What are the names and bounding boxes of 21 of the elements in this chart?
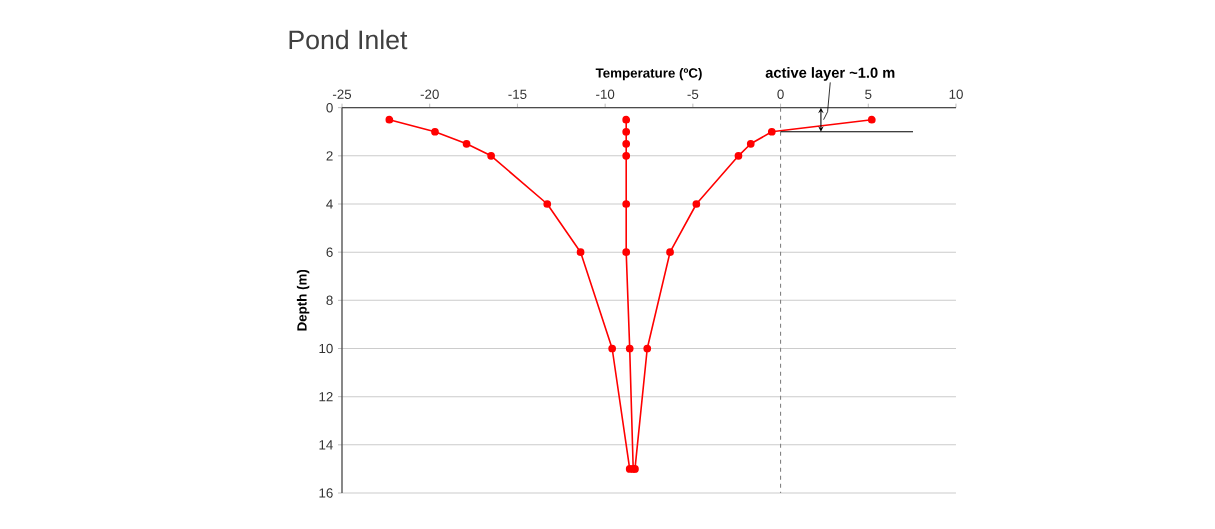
x-axis-title: Temperature (ºC) xyxy=(595,67,702,81)
y-tick-label: 16 xyxy=(319,488,333,498)
y-tick-label: 4 xyxy=(326,199,333,209)
text: active layer ~1.0 m xyxy=(765,67,895,81)
chart-title: Pond Inlet xyxy=(289,29,408,50)
x-tick-label: 10 xyxy=(949,89,963,99)
y-tick-label: 12 xyxy=(319,392,333,402)
y-tick-label: 0 xyxy=(326,102,333,113)
x-tick-label: -25 xyxy=(332,89,352,99)
x-tick-label: 5 xyxy=(865,89,872,99)
x-tick-label: -20 xyxy=(420,89,439,99)
x-tick-label: -10 xyxy=(596,89,615,99)
y-tick-label: 6 xyxy=(326,247,333,257)
y-tick-label: 8 xyxy=(326,295,333,306)
x-tick-label: 0 xyxy=(777,89,784,99)
y-tick-label: 14 xyxy=(319,440,333,450)
x-tick-label: -5 xyxy=(687,89,699,99)
x-tick-label: -15 xyxy=(508,89,527,99)
y-axis-title: Depth (m) xyxy=(296,269,310,331)
y-tick-label: 10 xyxy=(319,343,333,354)
y-tick-label: 2 xyxy=(326,151,333,161)
